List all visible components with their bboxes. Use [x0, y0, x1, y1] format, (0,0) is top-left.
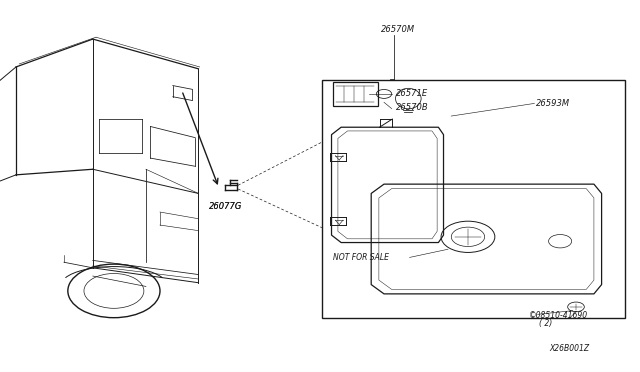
Text: X26B001Z: X26B001Z [549, 344, 589, 353]
Text: 26571E: 26571E [396, 89, 428, 98]
Text: ©08510-41690: ©08510-41690 [529, 311, 588, 320]
Bar [322, 80, 625, 318]
Text: 26570B: 26570B [396, 103, 428, 112]
Text: 26077G: 26077G [209, 202, 243, 211]
Text: 26077G: 26077G [209, 202, 243, 211]
Text: ( 2): ( 2) [539, 319, 552, 328]
Text: NOT FOR SALE: NOT FOR SALE [333, 253, 389, 262]
Text: 26593M: 26593M [536, 99, 570, 108]
Text: 26570M: 26570M [381, 25, 415, 34]
